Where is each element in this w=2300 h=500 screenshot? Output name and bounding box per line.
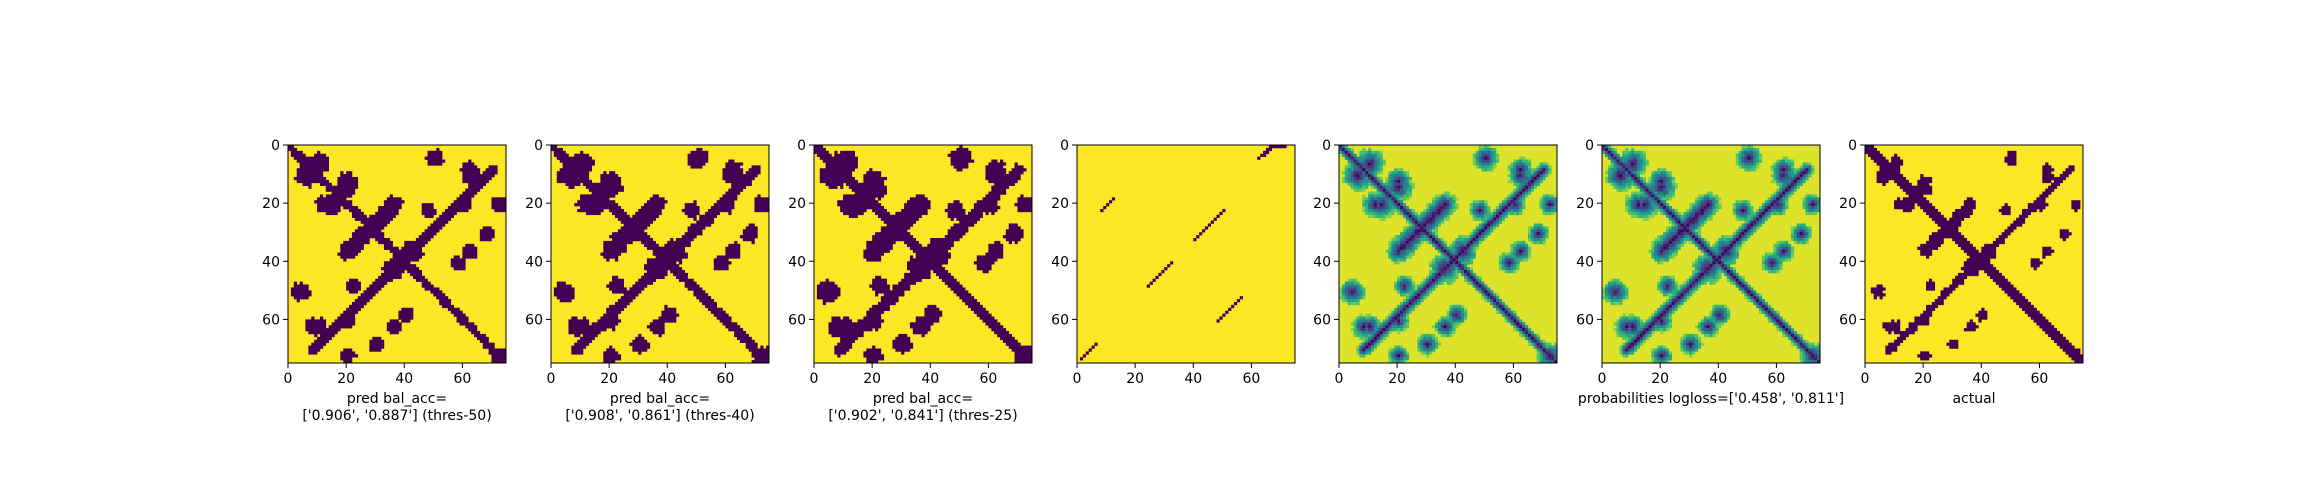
heatmap-image — [814, 145, 1033, 364]
heatmap-panel-2: 0 20 40 60 0 20 40 60 pred bal_acc= ['0.908', '0.… — [525, 138, 770, 424]
heatmap-panel-3: 0 20 40 60 0 20 40 60 pred bal_acc= ['0.902', '0.… — [788, 138, 1033, 424]
y-tick-label: 60 — [1313, 312, 1331, 328]
y-tick-label: 60 — [788, 312, 806, 328]
x-tick-label: 60 — [1242, 371, 1260, 387]
x-tick-label: 0 — [810, 371, 819, 387]
y-tick-label: 20 — [525, 196, 543, 212]
y-tick-label: 20 — [1313, 196, 1331, 212]
y-tick-label: 60 — [1839, 312, 1857, 328]
x-tick-label: 20 — [1651, 371, 1669, 387]
x-axis-label: pred bal_acc= ['0.908', '0.861'] (thres-4… — [565, 391, 754, 424]
axes-frame — [287, 144, 507, 364]
x-tick-label: 0 — [1861, 371, 1870, 387]
x-tick-label: 0 — [1598, 371, 1607, 387]
x-axis-label: pred bal_acc= ['0.906', '0.887'] (thres-5… — [302, 391, 491, 424]
y-tick-label: 0 — [534, 138, 543, 154]
axes-frame — [1076, 144, 1296, 364]
y-tick-label: 60 — [1576, 312, 1594, 328]
x-tick-label: 20 — [1914, 371, 1932, 387]
x-axis-label: probabilities logloss=['0.458', '0.811'] — [1578, 391, 1844, 407]
x-axis-label: pred bal_acc= ['0.902', '0.841'] (thres-2… — [828, 391, 1017, 424]
y-tick-label: 40 — [262, 254, 280, 270]
x-tick-label: 0 — [284, 371, 293, 387]
axes-frame — [813, 144, 1033, 364]
x-axis-label: actual — [1952, 391, 1995, 407]
x-tick-label: 60 — [1504, 371, 1522, 387]
x-tick-label: 40 — [1709, 371, 1727, 387]
x-tick-label: 20 — [337, 371, 355, 387]
heatmap-panel-5: 0 20 40 60 0 20 40 60 — [1313, 138, 1558, 387]
axes-frame — [1601, 144, 1821, 364]
y-tick-label: 0 — [1848, 138, 1857, 154]
x-tick-label: 20 — [863, 371, 881, 387]
x-tick-label: 0 — [1073, 371, 1082, 387]
y-tick-label: 20 — [1839, 196, 1857, 212]
x-tick-label: 60 — [2030, 371, 2048, 387]
x-tick-label: 0 — [547, 371, 556, 387]
y-tick-label: 60 — [262, 312, 280, 328]
heatmap-panel-6: 0 20 40 60 0 20 40 60 probabilities logloss=['0.… — [1576, 138, 1844, 407]
y-tick-label: 20 — [262, 196, 280, 212]
x-tick-label: 20 — [1126, 371, 1144, 387]
axes-frame — [1864, 144, 2084, 364]
axes-frame — [1338, 144, 1558, 364]
x-tick-label: 60 — [716, 371, 734, 387]
y-tick-label: 0 — [1585, 138, 1594, 154]
heatmap-panel-4: 0 20 40 60 0 20 40 60 — [1051, 138, 1296, 387]
heatmap-image — [1602, 145, 1821, 364]
x-tick-label: 40 — [395, 371, 413, 387]
y-tick-label: 60 — [1051, 312, 1069, 328]
x-tick-label: 40 — [1446, 371, 1464, 387]
x-tick-label: 60 — [1767, 371, 1785, 387]
heatmap-panel-1: 0 20 40 60 0 20 40 60 pred bal_acc= ['0.906', '0.… — [262, 138, 507, 424]
y-tick-label: 60 — [525, 312, 543, 328]
y-tick-label: 40 — [1313, 254, 1331, 270]
x-tick-label: 60 — [453, 371, 471, 387]
heatmap-image — [288, 145, 507, 364]
y-tick-label: 40 — [1051, 254, 1069, 270]
x-tick-label: 20 — [1388, 371, 1406, 387]
y-tick-label: 0 — [1322, 138, 1331, 154]
y-tick-label: 40 — [525, 254, 543, 270]
x-tick-label: 40 — [1972, 371, 1990, 387]
y-tick-label: 40 — [1576, 254, 1594, 270]
y-tick-label: 0 — [271, 138, 280, 154]
heatmap-image — [1077, 145, 1295, 363]
x-tick-label: 0 — [1335, 371, 1344, 387]
heatmap-image — [1865, 145, 2084, 364]
y-tick-label: 0 — [1060, 138, 1069, 154]
y-tick-label: 20 — [788, 196, 806, 212]
heatmap-panel-7: 0 20 40 60 0 20 40 60 actual — [1839, 138, 2084, 407]
y-tick-label: 20 — [1051, 196, 1069, 212]
x-tick-label: 60 — [979, 371, 997, 387]
y-tick-label: 40 — [788, 254, 806, 270]
x-tick-label: 20 — [600, 371, 618, 387]
heatmap-image — [551, 145, 770, 364]
y-tick-label: 20 — [1576, 196, 1594, 212]
heatmap-image — [1339, 145, 1558, 364]
x-tick-label: 40 — [1184, 371, 1202, 387]
y-tick-label: 0 — [797, 138, 806, 154]
x-tick-label: 40 — [921, 371, 939, 387]
y-tick-label: 40 — [1839, 254, 1857, 270]
axes-frame — [550, 144, 770, 364]
x-tick-label: 40 — [658, 371, 676, 387]
